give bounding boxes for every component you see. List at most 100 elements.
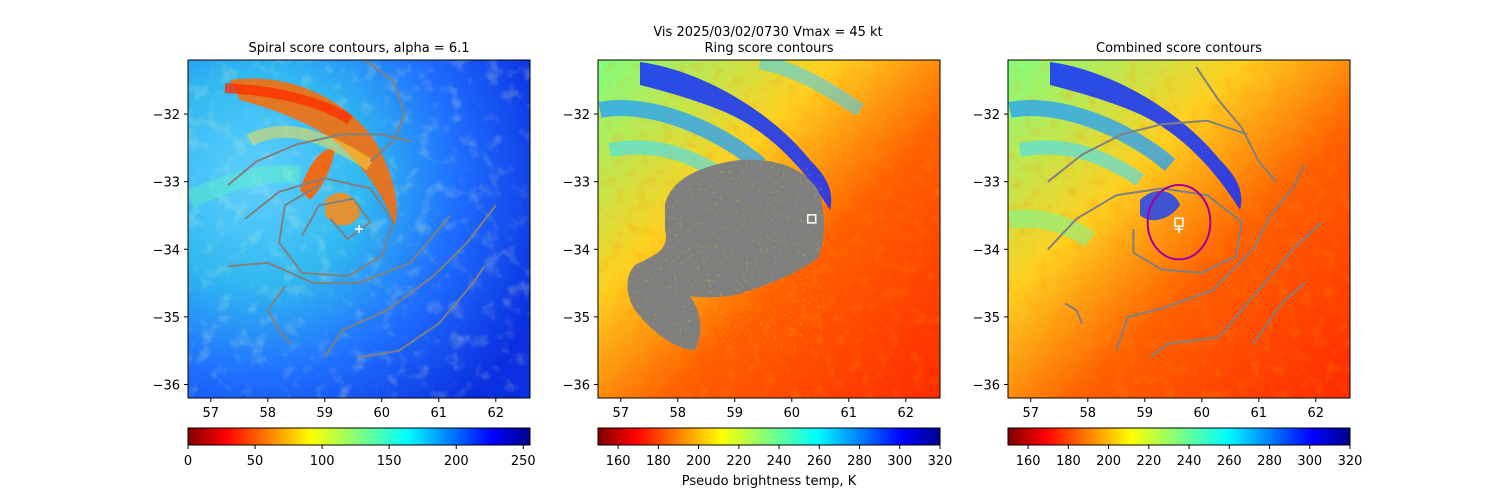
y-tick-label: −33 [153,176,180,191]
colorbar-tick-label: 320 [928,454,953,469]
x-tick-label: 57 [613,406,630,421]
y-axis: −32 −33 −34 −35 −36 [973,108,1008,393]
panel-title: Ring score contours [704,41,833,56]
x-tick-label: 60 [374,406,391,421]
y-tick-label: −36 [563,378,590,393]
contour-line [358,265,486,359]
y-axis: −32 −33 −34 −35 −36 [563,108,598,393]
colorbar-gradient [187,427,531,446]
colorbar-ticks: 160 180 200 220 240 260 280 300 320 [1016,445,1363,469]
y-tick-label: −35 [153,311,180,326]
colorbar-tick-label: 240 [1177,454,1202,469]
cloud-band [188,164,302,209]
contour-line [1047,119,1248,183]
x-tick-label: 62 [488,406,505,421]
axes-frame [1007,59,1351,399]
colorbar-tick-label: 280 [847,454,872,469]
y-tick-label: −36 [153,378,180,393]
cloud-band [300,149,335,200]
y-tick-label: −33 [973,176,1000,191]
colorbar-tick-label: 220 [726,454,751,469]
y-tick-label: −34 [153,243,180,258]
colorbar: 160 180 200 220 240 260 280 300 320 [1007,427,1363,469]
marker-layer [355,225,363,233]
contour-line [323,204,497,358]
x-tick-label: 61 [431,406,448,421]
colorbar-tick-label: 180 [646,454,671,469]
colorbar-tick-label: 200 [444,454,469,469]
contour-line [1149,221,1323,359]
panel-combined: Combined score contours 57 58 59 60 61 62 −32… [973,41,1363,469]
axes-frame [597,59,941,399]
x-tick-label: 58 [260,406,277,421]
cloud-band [598,100,766,172]
y-tick-label: −35 [973,311,1000,326]
colorbar-tick-label: 200 [1096,454,1121,469]
colorbar-tick-label: 260 [807,454,832,469]
axes-frame [187,59,531,399]
colorbar: 160 180 200 220 240 260 280 300 320 [597,427,953,469]
colorbar-gradient [1007,427,1351,446]
colorbar-tick-label: 320 [1338,454,1363,469]
colorbar-label: Pseudo brightness temp, K [682,474,857,489]
contour-line [1064,302,1084,324]
y-axis: −32 −33 −34 −35 −36 [153,108,188,393]
contour-line [1252,282,1306,345]
marker-layer [1146,184,1212,261]
colorbar-tick-label: 260 [1217,454,1242,469]
cloud-band [1050,62,1242,210]
colorbar: 0 50 100 150 200 250 [184,427,536,469]
panel-title: Spiral score contours, alpha = 6.1 [248,41,469,56]
x-axis: 57 58 59 60 61 62 [203,398,505,421]
colorbar-tick-label: 160 [606,454,631,469]
x-tick-label: 59 [317,406,334,421]
colorbar-tick-label: 200 [686,454,711,469]
contour-line [1047,187,1243,274]
masked-speckle [627,159,824,350]
colorbar-tick-label: 0 [184,454,192,469]
x-tick-label: 61 [841,406,858,421]
contour-line [227,214,451,285]
x-axis: 57 58 59 60 61 62 [613,398,914,421]
contour-line [266,285,292,345]
cloud-band [1140,190,1180,221]
x-tick-label: 57 [1023,406,1040,421]
contour-line [364,60,406,163]
x-tick-label: 57 [203,406,220,421]
x-axis: 57 58 59 60 61 62 [1023,398,1325,421]
colorbar-tick-label: 100 [310,454,335,469]
x-tick-label: 60 [1194,406,1211,421]
x-tick-label: 61 [1251,406,1268,421]
contour-line [301,197,372,241]
cloud-band [325,192,360,226]
center-square-marker [807,214,817,224]
colorbar-gradient [597,427,941,446]
contour-line [244,177,395,278]
y-tick-label: −35 [563,311,590,326]
x-tick-label: 59 [727,406,744,421]
contour-line [227,133,411,186]
y-tick-label: −33 [563,176,590,191]
cloud-band [1008,209,1096,248]
y-tick-label: −32 [563,108,590,123]
contour-line [1115,164,1306,352]
cloud-band [640,62,832,210]
ring-circle [1146,184,1212,261]
colorbar-tick-label: 50 [247,454,264,469]
x-tick-label: 59 [1137,406,1154,421]
cloud-band [1008,100,1176,172]
y-tick-label: −36 [973,378,1000,393]
x-tick-label: 58 [1080,406,1097,421]
figure-suptitle: Vis 2025/03/02/0730 Vmax = 45 kt [653,25,882,40]
colorbar-tick-label: 250 [511,454,536,469]
y-tick-label: −34 [563,243,590,258]
cloud-band [247,125,374,171]
colorbar-ticks: 160 180 200 220 240 260 280 300 320 [606,445,953,469]
colorbar-tick-label: 220 [1136,454,1161,469]
plot-area [598,60,940,398]
contour-set [227,60,497,359]
plot-area [188,60,530,398]
x-tick-label: 62 [1308,406,1325,421]
colorbar-tick-label: 300 [887,454,912,469]
x-tick-label: 60 [784,406,801,421]
